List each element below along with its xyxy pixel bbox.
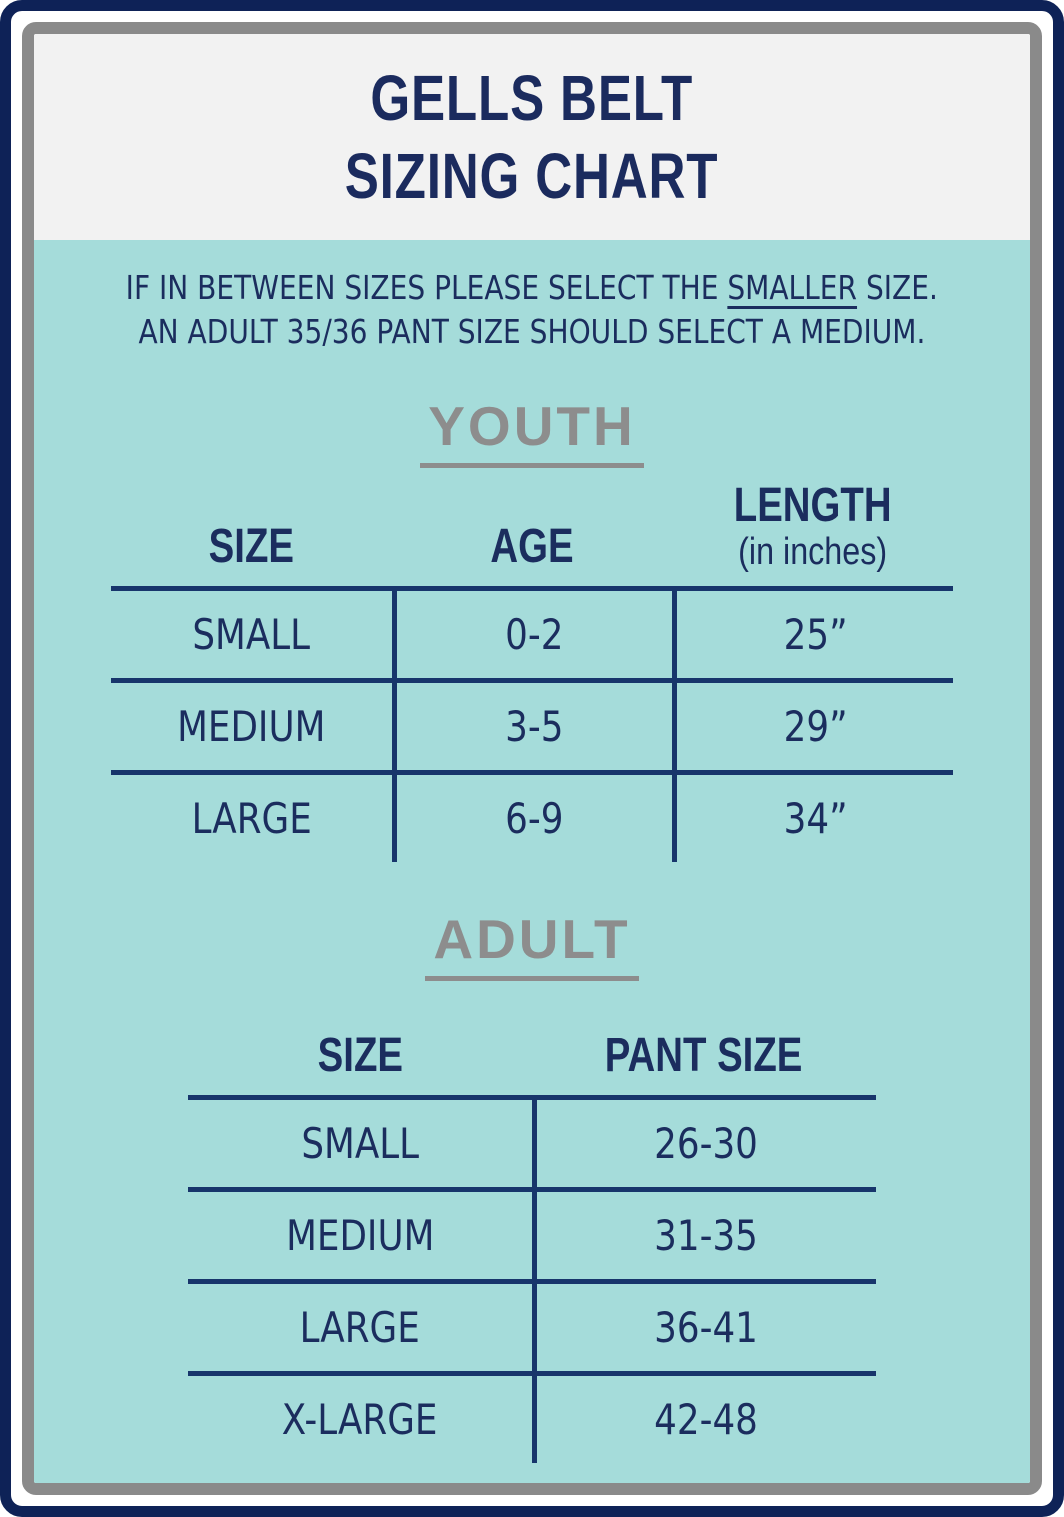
sizing-note-line-2: AN ADULT 35/36 PANT SIZE SHOULD SELECT A… (138, 311, 926, 351)
adult-table-row-large: LARGE 36-41 (188, 1284, 876, 1372)
page-title-line-1: GELLS BELT (370, 62, 694, 134)
youth-section-heading: YOUTH (34, 399, 1030, 469)
adult-table-row-medium: MEDIUM 31-35 (188, 1192, 876, 1280)
adult-row-divider (188, 1371, 876, 1377)
adult-table-row-small: SMALL 26-30 (188, 1100, 876, 1188)
adult-row-divider (188, 1279, 876, 1285)
youth-row-divider (111, 770, 953, 776)
youth-size-cell: LARGE (191, 794, 312, 844)
youth-table: SIZE AGE LENGTH (in inches) SMALL 0-2 25… (111, 470, 953, 863)
adult-table-row-xlarge: X-LARGE 42-48 (188, 1376, 876, 1464)
adult-table: SIZE PANT SIZE SMALL 26-30 MEDIUM 31-35 … (188, 1019, 876, 1464)
youth-age-cell: 6-9 (391, 775, 673, 863)
youth-age-cell: 3-5 (391, 683, 673, 771)
youth-table-row-large: LARGE 6-9 34” (111, 775, 953, 863)
adult-pant-size-cell: 36-41 (532, 1284, 876, 1372)
adult-pant-size-cell: 42-48 (532, 1376, 876, 1464)
sizing-note-line-1: IF IN BETWEEN SIZES PLEASE SELECT THE SM… (125, 268, 939, 307)
adult-pant-size-cell: 31-35 (532, 1192, 876, 1280)
youth-size-cell: MEDIUM (177, 702, 326, 752)
adult-section-heading: ADULT (34, 912, 1030, 982)
youth-length-cell: 34” (672, 775, 953, 863)
youth-col-header-age: AGE (490, 520, 574, 574)
chart-header: GELLS BELT SIZING CHART (34, 34, 1030, 240)
adult-size-cell: X-LARGE (282, 1395, 438, 1445)
youth-length-cell: 25” (672, 591, 953, 679)
sizing-note: IF IN BETWEEN SIZES PLEASE SELECT THE SM… (34, 266, 1030, 353)
adult-col-header-size: SIZE (317, 1029, 403, 1083)
youth-table-row-medium: MEDIUM 3-5 29” (111, 683, 953, 771)
adult-col-header-pant-size: PANT SIZE (605, 1029, 803, 1083)
smaller-emphasis: SMALLER (727, 268, 858, 307)
youth-table-header-row: SIZE AGE LENGTH (in inches) (111, 470, 953, 586)
page-title-line-2: SIZING CHART (345, 140, 719, 212)
youth-col-header-length: LENGTH (in inches) (672, 470, 953, 586)
youth-row-divider (111, 678, 953, 684)
adult-size-cell: MEDIUM (285, 1211, 435, 1261)
adult-table-header-row: SIZE PANT SIZE (188, 1019, 876, 1095)
adult-row-divider (188, 1187, 876, 1193)
youth-header-divider (111, 586, 953, 592)
youth-table-row-small: SMALL 0-2 25” (111, 591, 953, 679)
youth-size-cell: SMALL (192, 610, 311, 660)
youth-age-cell: 0-2 (391, 591, 673, 679)
youth-length-cell: 29” (672, 683, 953, 771)
adult-pant-size-cell: 26-30 (532, 1100, 876, 1188)
adult-size-cell: SMALL (301, 1119, 419, 1169)
chart-body: IF IN BETWEEN SIZES PLEASE SELECT THE SM… (34, 240, 1030, 1483)
chart-inner-frame: GELLS BELT SIZING CHART IF IN BETWEEN SI… (22, 22, 1042, 1495)
adult-header-divider (188, 1095, 876, 1101)
youth-length-unit-note: (in inches) (738, 531, 888, 574)
youth-col-header-size: SIZE (208, 520, 295, 574)
adult-size-cell: LARGE (299, 1303, 421, 1353)
